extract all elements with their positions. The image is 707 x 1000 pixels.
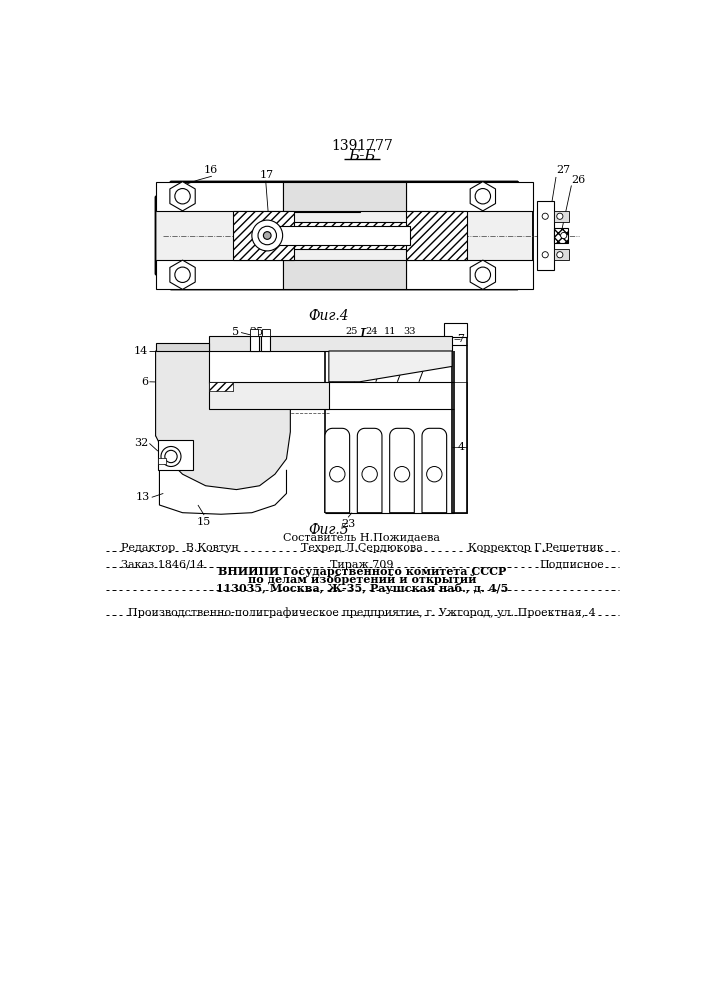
Text: Корректор Г.Решетник: Корректор Г.Решетник (468, 543, 604, 553)
Bar (406, 211, 467, 260)
Bar (283, 182, 406, 211)
Polygon shape (390, 428, 414, 513)
Text: Фиг.5: Фиг.5 (308, 523, 349, 537)
Text: Б-Б: Б-Б (348, 149, 375, 163)
Bar (406, 260, 533, 289)
Bar (156, 182, 283, 211)
Circle shape (258, 226, 276, 245)
Text: 6: 6 (141, 377, 148, 387)
Circle shape (475, 267, 491, 282)
Bar (537, 201, 554, 270)
Bar (406, 182, 533, 211)
Circle shape (362, 466, 378, 482)
Bar (262, 329, 269, 336)
Polygon shape (170, 182, 195, 211)
Polygon shape (156, 182, 533, 289)
Text: 11: 11 (384, 327, 397, 336)
Bar (261, 336, 270, 351)
Text: 26: 26 (571, 175, 585, 185)
Text: 17: 17 (259, 170, 274, 180)
Text: ВНИИПИ Государственного комитета СССР: ВНИИПИ Государственного комитета СССР (218, 566, 506, 577)
Circle shape (557, 252, 563, 258)
Text: по делам изобретений и открытий: по делам изобретений и открытий (247, 574, 477, 585)
Text: I: I (358, 328, 366, 346)
Circle shape (475, 189, 491, 204)
Polygon shape (470, 182, 496, 211)
Text: 4: 4 (457, 442, 464, 452)
Bar (209, 382, 329, 409)
Bar (156, 260, 283, 289)
Text: 16: 16 (204, 165, 218, 175)
Text: 32: 32 (134, 438, 148, 448)
Bar (209, 336, 452, 351)
Bar (250, 336, 259, 351)
Text: 5: 5 (232, 327, 239, 337)
Bar (444, 323, 467, 337)
Polygon shape (325, 428, 350, 513)
Text: Техред Л.Сердюкова: Техред Л.Сердюкова (301, 543, 423, 553)
Text: 33: 33 (404, 327, 416, 336)
Bar (209, 382, 233, 391)
Text: Фиг.4: Фиг.4 (308, 309, 349, 323)
Circle shape (175, 267, 190, 282)
Text: Составитель Н.Пожидаева: Составитель Н.Пожидаева (284, 532, 440, 542)
Polygon shape (156, 343, 209, 351)
Text: 13: 13 (136, 492, 150, 502)
Bar (554, 228, 568, 243)
Text: Производственно-полиграфическое предприятие, г. Ужгород, ул. Проектная, 4: Производственно-полиграфическое предприя… (128, 607, 596, 618)
Polygon shape (156, 351, 291, 490)
Circle shape (175, 189, 190, 204)
Text: 14: 14 (134, 346, 148, 356)
Bar (452, 336, 467, 513)
Bar (554, 211, 569, 222)
Circle shape (542, 252, 549, 258)
Text: 24: 24 (365, 327, 378, 336)
Polygon shape (329, 351, 452, 382)
Text: 1391777: 1391777 (331, 139, 393, 153)
Text: 25: 25 (346, 327, 358, 336)
Text: Заказ 1846/14: Заказ 1846/14 (121, 560, 204, 570)
Bar (250, 329, 258, 336)
Bar (264, 226, 409, 245)
Text: Тираж 709: Тираж 709 (330, 560, 394, 570)
Polygon shape (156, 182, 533, 289)
Text: 15: 15 (197, 517, 211, 527)
Bar (283, 260, 406, 289)
Polygon shape (422, 428, 447, 513)
Polygon shape (357, 428, 382, 513)
Text: 27: 27 (556, 165, 570, 175)
Bar (267, 182, 360, 212)
Circle shape (542, 213, 549, 219)
Bar (294, 222, 444, 249)
Circle shape (561, 232, 567, 239)
Circle shape (252, 220, 283, 251)
Circle shape (426, 466, 442, 482)
Text: Редактор   В.Ковтун: Редактор В.Ковтун (121, 543, 239, 553)
Text: 23: 23 (341, 519, 355, 529)
Polygon shape (170, 260, 195, 289)
Bar (233, 211, 294, 260)
Circle shape (329, 466, 345, 482)
Text: 7: 7 (457, 334, 464, 344)
Bar (158, 458, 165, 464)
Text: 113035, Москва, Ж-35, Раушская наб., д. 4/5: 113035, Москва, Ж-35, Раушская наб., д. … (216, 583, 508, 594)
Circle shape (395, 466, 409, 482)
Circle shape (165, 450, 177, 463)
Bar (158, 440, 192, 470)
Text: Подписное: Подписное (539, 560, 604, 570)
Circle shape (161, 446, 181, 466)
Bar (554, 249, 569, 260)
Text: 25: 25 (250, 327, 264, 337)
Circle shape (264, 232, 271, 239)
Circle shape (557, 213, 563, 219)
Polygon shape (470, 260, 496, 289)
